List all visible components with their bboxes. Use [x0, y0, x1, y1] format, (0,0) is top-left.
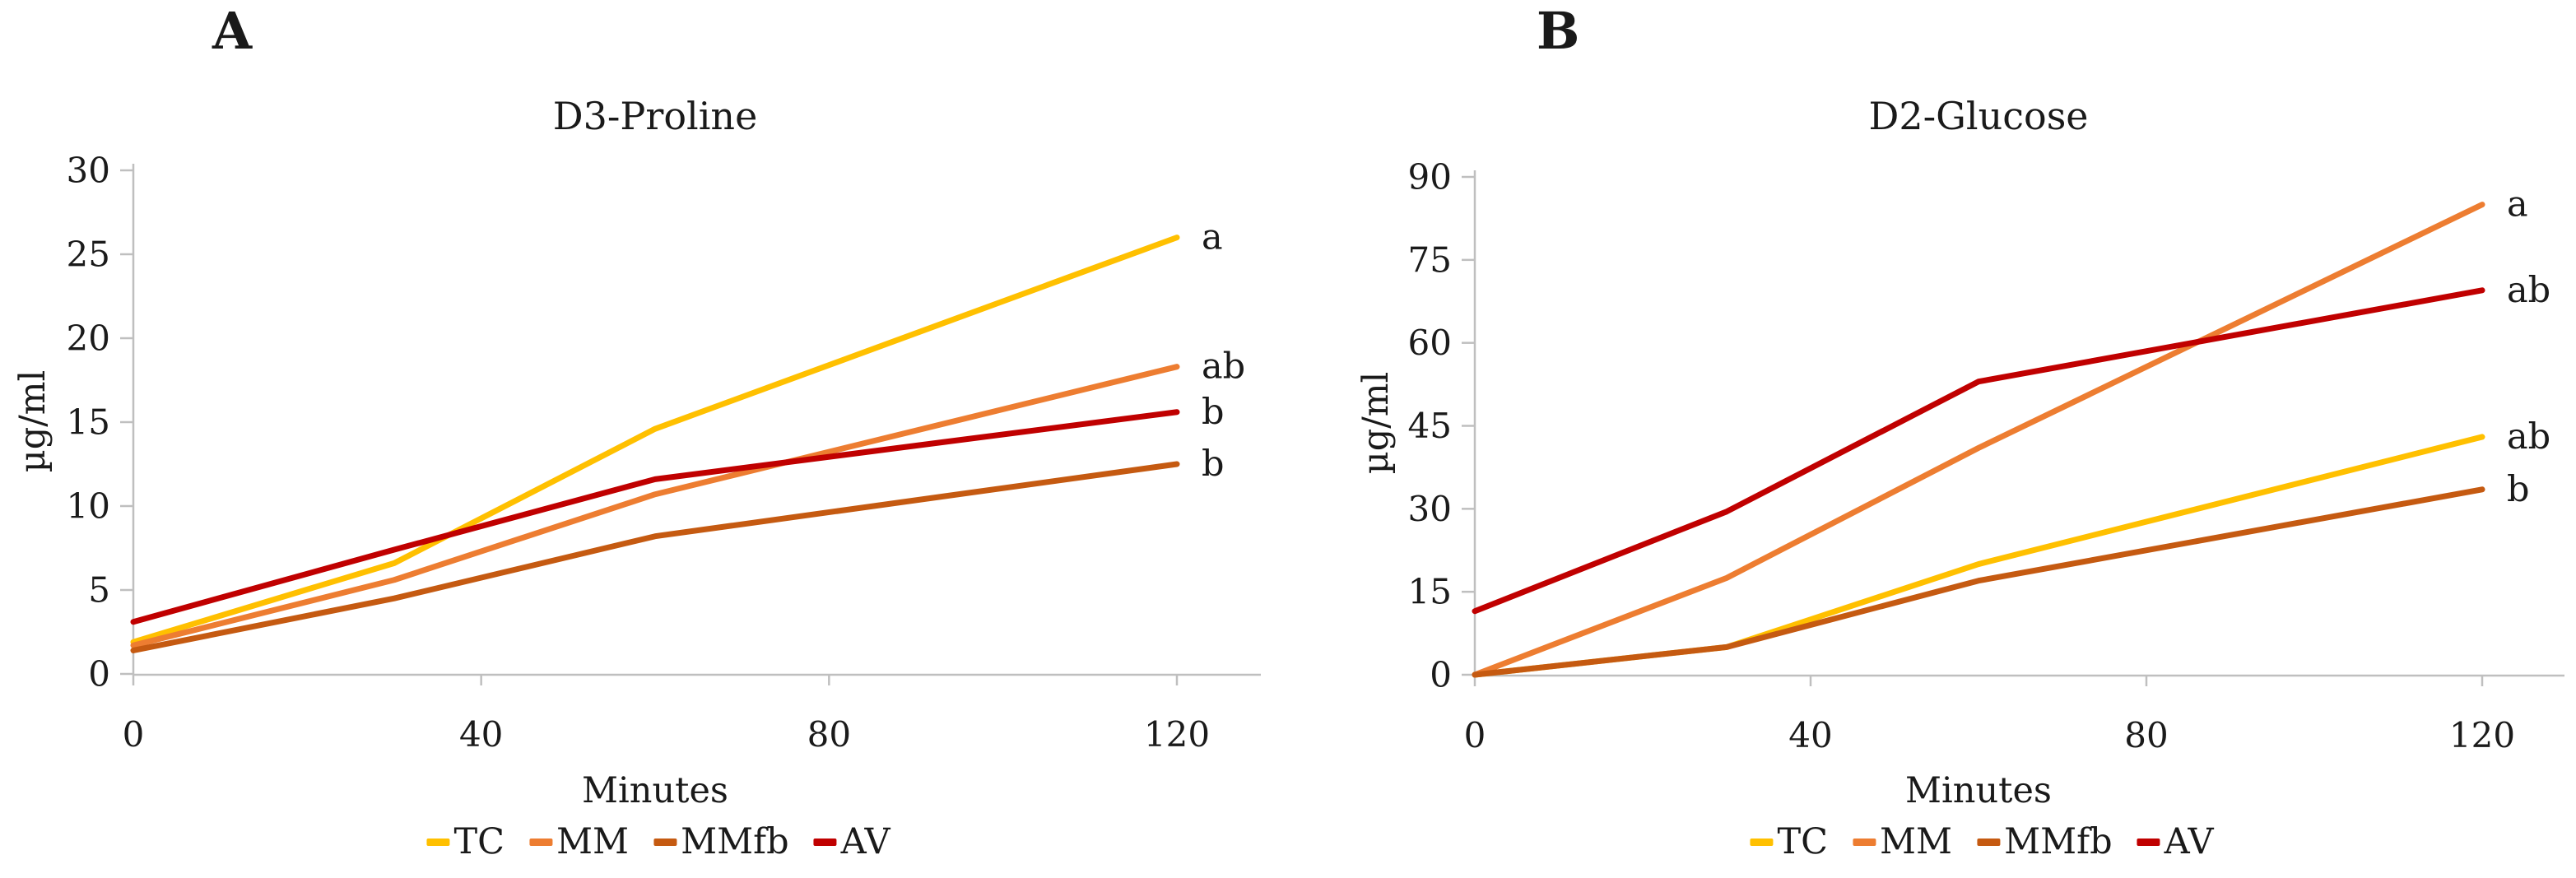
y-tick-label: 15: [67, 402, 110, 443]
legend-dash-icon: [2137, 838, 2160, 846]
chart-a-title: D3-Proline: [552, 94, 758, 138]
legend-item-mmfb: MMfb: [653, 821, 789, 862]
x-tick-label: 0: [1464, 715, 1486, 755]
legend-dash-icon: [529, 838, 553, 846]
panel-b-label: B: [1537, 1, 1580, 61]
sig-label-mmfb: b: [1202, 444, 1225, 485]
panel-a-label: A: [212, 1, 253, 61]
legend-dash-icon: [426, 838, 450, 846]
series-line-tc: [1472, 434, 2485, 678]
y-tick-label: 30: [1408, 489, 1452, 529]
legend-item-av: AV: [813, 821, 890, 862]
y-tick-label: 60: [1408, 323, 1452, 363]
y-tick-label: 0: [1430, 655, 1452, 695]
panel-a: 0 5 10 15 20 25 30 0 40 80 120 a ab b b A D3-Proline µ…: [12, 1, 1261, 862]
chart-a-x-axis-title: Minutes: [582, 770, 728, 811]
y-tick-label: 10: [67, 486, 110, 527]
legend-label: MMfb: [681, 821, 789, 862]
legend-dash-icon: [653, 838, 677, 846]
legend-dash-icon: [813, 838, 837, 846]
y-tick-label: 45: [1408, 406, 1452, 446]
y-tick-label: 75: [1408, 239, 1452, 280]
x-tick-label: 40: [459, 714, 503, 755]
legend-dash-icon: [1750, 838, 1774, 846]
legend-label: TC: [1777, 821, 1829, 862]
x-tick-label: 0: [123, 714, 145, 755]
sig-label-mm: ab: [1202, 346, 1245, 388]
legend-item-mmfb: MMfb: [1977, 821, 2113, 862]
series-line-mmfb: [1472, 486, 2485, 678]
x-tick-label: 80: [2124, 715, 2168, 755]
chart-b-x-axis-title: Minutes: [1905, 770, 2052, 811]
y-tick-label: 30: [67, 151, 110, 191]
sig-label-mm: a: [2507, 184, 2528, 225]
legend-dash-icon: [1977, 838, 2001, 846]
series-line-av: [130, 409, 1180, 625]
legend-label: AV: [840, 821, 890, 862]
x-tick-label: 120: [2449, 715, 2515, 755]
legend-item-tc: TC: [1750, 821, 1828, 862]
panel-b: 0 15 30 45 60 75 90 0 40 80 120 ab a b ab B D2-Glucose…: [1288, 0, 2576, 878]
sig-label-tc: a: [1202, 217, 1223, 258]
sig-label-av: ab: [2507, 270, 2550, 311]
sig-label-mmfb: b: [2507, 469, 2530, 510]
chart-a-y-axis-title: µg/ml: [12, 369, 53, 473]
y-tick-label: 20: [67, 318, 110, 359]
y-tick-label: 15: [1408, 572, 1452, 612]
sig-label-tc: ab: [2507, 416, 2550, 458]
y-tick-label: 25: [67, 235, 110, 275]
legend-dash-icon: [1853, 838, 1876, 846]
x-tick-label: 80: [807, 714, 851, 755]
series-line-mm: [130, 364, 1180, 648]
chart-a-legend: TC MM MMfb AV: [426, 821, 890, 862]
legend-item-tc: TC: [426, 821, 505, 862]
x-tick-label: 40: [1788, 715, 1832, 755]
chart-b-title: D2-Glucose: [1868, 94, 2089, 138]
series-line-tc: [130, 235, 1180, 645]
y-tick-label: 0: [88, 654, 110, 695]
y-tick-label: 90: [1408, 157, 1452, 197]
legend-label: MM: [556, 821, 630, 862]
series-line-av: [1472, 287, 2485, 615]
legend-item-mm: MM: [529, 821, 629, 862]
legend-label: TC: [453, 821, 505, 862]
y-tick-label: 5: [88, 570, 110, 611]
legend-label: MMfb: [2004, 821, 2113, 862]
chart-b-legend: TC MM MMfb AV: [1750, 821, 2214, 862]
x-tick-label: 120: [1144, 714, 1210, 755]
chart-b-y-axis-title: µg/ml: [1355, 371, 1397, 475]
series-line-mm: [1472, 202, 2485, 678]
legend-item-av: AV: [2137, 821, 2214, 862]
legend-label: MM: [1880, 821, 1953, 862]
series-line-mmfb: [130, 461, 1180, 653]
legend-label: AV: [2164, 821, 2214, 862]
legend-item-mm: MM: [1853, 821, 1952, 862]
sig-label-av: b: [1202, 392, 1225, 433]
